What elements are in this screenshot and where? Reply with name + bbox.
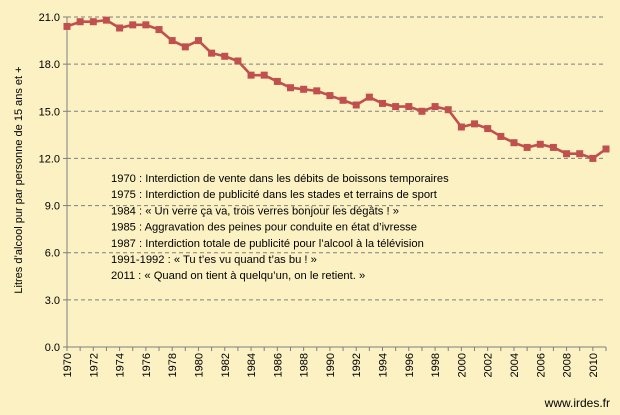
x-tick-label: 1976 <box>141 353 153 377</box>
y-tick-label: 21.0 <box>39 12 60 24</box>
annotation-line: 2011 : « Quand on tient à quelqu’un, on … <box>111 270 365 282</box>
y-tick-label: 3.0 <box>45 295 60 307</box>
data-point <box>549 143 557 151</box>
x-tick-label: 2006 <box>535 353 547 377</box>
series-lines <box>66 18 607 160</box>
data-point <box>405 103 413 111</box>
data-point <box>273 77 281 85</box>
x-tick-label: 1982 <box>220 353 232 377</box>
data-point <box>168 37 176 45</box>
x-tick-label: 1996 <box>404 353 416 377</box>
data-point <box>142 21 150 29</box>
data-point <box>497 132 505 140</box>
data-point <box>339 96 347 104</box>
x-tick-label: 2002 <box>483 353 495 377</box>
data-point <box>589 154 597 162</box>
annotation-line: 1970 : Interdiction de vente dans les dé… <box>111 173 449 185</box>
data-point <box>457 123 465 131</box>
data-point <box>352 101 360 109</box>
data-point <box>155 26 163 34</box>
y-axis-label: Litres d’alcool pur par personne de 15 a… <box>13 66 25 293</box>
y-tick-label: 9.0 <box>45 201 60 213</box>
data-point <box>471 120 479 128</box>
y-tick-label: 15.0 <box>39 106 60 118</box>
axes <box>63 16 607 351</box>
grid-lines <box>67 16 606 301</box>
data-point <box>102 16 110 24</box>
x-tick-label: 1994 <box>378 353 390 377</box>
x-tick-label: 1978 <box>167 353 179 377</box>
data-point <box>286 84 294 92</box>
x-tick-label: 1972 <box>88 353 100 377</box>
data-point <box>431 103 439 111</box>
y-tick-label: 0.0 <box>45 342 60 354</box>
annotation-line: 1991-1992 : « Tu t’es vu quand t’as bu !… <box>111 254 317 266</box>
data-point <box>510 139 518 147</box>
data-point <box>247 71 255 79</box>
data-point <box>313 87 321 95</box>
data-point <box>234 57 242 65</box>
x-tick-label: 2004 <box>509 353 521 377</box>
x-tick-label: 1988 <box>299 353 311 377</box>
data-point <box>300 85 308 93</box>
data-point <box>523 143 531 151</box>
source-credit: www.irdes.fr <box>544 396 610 410</box>
data-points <box>63 16 610 162</box>
x-tick-label: 1986 <box>272 353 284 377</box>
data-point <box>444 106 452 114</box>
data-point <box>63 22 71 30</box>
annotation-line: 1987 : Interdiction totale de publicité … <box>111 238 424 250</box>
annotation-line: 1985 : Aggravation des peines pour condu… <box>111 222 417 234</box>
data-point <box>418 107 426 115</box>
x-tick-label: 1984 <box>246 353 258 377</box>
data-point <box>365 93 373 101</box>
data-point <box>392 103 400 111</box>
x-tick-label: 1998 <box>430 353 442 377</box>
y-tick-label: 12.0 <box>39 153 60 165</box>
data-point <box>326 92 334 100</box>
x-tick-label: 2000 <box>456 353 468 377</box>
data-point <box>76 18 84 26</box>
x-tick-labels: 1970 1972 1974 1976 1978 1980 1982 1984 1986 1988… <box>62 353 600 377</box>
data-point <box>260 71 268 79</box>
data-point <box>602 145 610 153</box>
data-point <box>89 18 97 26</box>
y-tick-labels: 0.0 3.0 6.0 9.0 12.0 15.0 18.0 21.0 <box>39 12 60 354</box>
annotation-line: 1984 : « Un verre ça va, trois verres bo… <box>111 205 399 217</box>
data-point <box>129 21 137 29</box>
annotation-line: 1975 : Interdiction de publicité dans le… <box>111 189 438 201</box>
y-tick-label: 18.0 <box>39 59 60 71</box>
data-point <box>181 43 189 51</box>
x-tick-label: 2008 <box>562 353 574 377</box>
data-point <box>208 49 216 57</box>
data-point <box>536 140 544 148</box>
x-tick-label: 1992 <box>351 353 363 377</box>
x-tick-label: 1980 <box>193 353 205 377</box>
data-point <box>379 99 387 107</box>
data-point <box>116 24 124 32</box>
y-tick-label: 6.0 <box>45 248 60 260</box>
x-tick-label: 2010 <box>588 353 600 377</box>
series-line <box>66 18 607 160</box>
x-tick-label: 1974 <box>115 353 127 377</box>
data-point <box>221 52 229 60</box>
data-point <box>484 125 492 133</box>
data-point <box>576 150 584 158</box>
x-tick-label: 1990 <box>325 353 337 377</box>
annotations: 1970 : Interdiction de vente dans les dé… <box>111 173 449 282</box>
data-point <box>194 37 202 45</box>
x-tick-label: 1970 <box>62 353 74 377</box>
data-point <box>563 150 571 158</box>
